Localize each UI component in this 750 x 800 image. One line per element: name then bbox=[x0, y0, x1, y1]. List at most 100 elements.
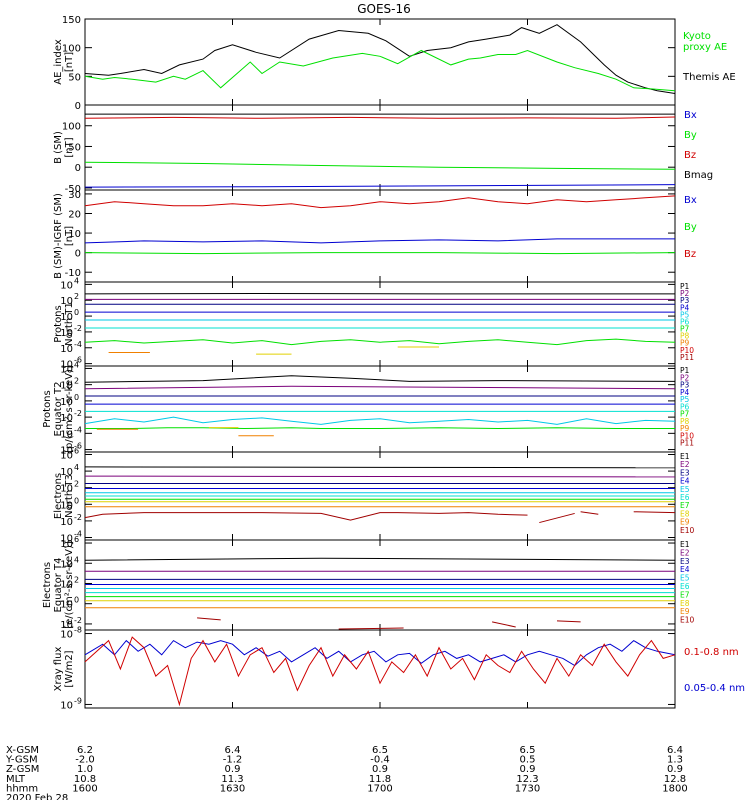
y-tick-label: 10 bbox=[60, 364, 73, 375]
y-axis-label: [nT] bbox=[64, 137, 75, 157]
legend-e6: E6 bbox=[680, 582, 690, 591]
data-segment bbox=[580, 511, 599, 515]
legend-bx: Bx bbox=[684, 110, 697, 121]
panel-bigrf: -10 0 10 20 30 B (SM)-IGRF (SM) [nT] Bx By Bz bbox=[53, 189, 697, 283]
y-tick-label: 10 bbox=[60, 517, 73, 528]
legend-0-05-0-4-nm: 0.05-0.4 nm bbox=[684, 683, 745, 694]
legend-e5: E5 bbox=[680, 574, 690, 583]
y-axis-label: [p/(cm²-s-sr-keV)] bbox=[64, 365, 75, 453]
y-axis-label: North T1 bbox=[64, 302, 75, 346]
footer-label: MLT bbox=[6, 774, 26, 785]
y-tick-label: 10 bbox=[60, 397, 73, 408]
footer-value: 12.8 bbox=[664, 774, 686, 785]
series-0-05-0-4-nm bbox=[84, 639, 676, 667]
y-tick-exponent: 4 bbox=[74, 555, 79, 564]
y-tick-label: 10 bbox=[60, 600, 73, 611]
series-p7 bbox=[84, 338, 676, 346]
series-p6 bbox=[84, 416, 676, 425]
footer-label: X-GSM bbox=[6, 745, 39, 756]
legend-p11: P11 bbox=[680, 353, 694, 362]
y-axis-label: Protons bbox=[42, 390, 53, 427]
legend-proxy-ae: proxy AE bbox=[683, 42, 727, 53]
footer-value: 12.3 bbox=[516, 774, 538, 785]
legend-p2: P2 bbox=[680, 373, 690, 382]
y-tick-label: 10 bbox=[60, 700, 73, 711]
y-tick-exponent: 0 bbox=[74, 393, 79, 402]
data-segment bbox=[491, 621, 516, 628]
y-tick-label: 10 bbox=[60, 280, 73, 291]
footer-label: hhmm bbox=[6, 783, 38, 794]
legend-e10: E10 bbox=[680, 526, 695, 535]
y-tick-label: 10 bbox=[60, 296, 73, 307]
legend-e2: E2 bbox=[680, 548, 690, 557]
y-tick-exponent: 2 bbox=[74, 575, 79, 584]
legend-e5: E5 bbox=[680, 485, 690, 494]
footer-label: Y-GSM bbox=[5, 755, 38, 766]
y-tick-label: 50 bbox=[68, 72, 81, 83]
y-tick-label: 30 bbox=[68, 190, 81, 201]
y-axis-label: [nT] bbox=[64, 52, 75, 72]
y-axis-label: B (SM) bbox=[53, 131, 64, 164]
footer-value: 0.9 bbox=[667, 764, 683, 775]
footer-label: Z-GSM bbox=[6, 764, 39, 775]
y-axis-label: Equator T2 bbox=[53, 382, 64, 437]
footer-value: 6.5 bbox=[520, 745, 536, 756]
series-by bbox=[84, 252, 676, 255]
y-tick-exponent: -8 bbox=[74, 626, 82, 635]
footer-value: 1.0 bbox=[77, 764, 93, 775]
y-axis-label: AE_index bbox=[53, 39, 64, 85]
panel-frame bbox=[84, 281, 676, 367]
footer-value: 0.9 bbox=[520, 764, 536, 775]
legend-p10: P10 bbox=[680, 431, 694, 440]
y-axis-label: Protons bbox=[53, 305, 64, 342]
legend-p3: P3 bbox=[680, 296, 690, 305]
y-tick-label: -10 bbox=[65, 268, 81, 279]
y-tick-exponent: -6 bbox=[74, 442, 82, 451]
series-e1 bbox=[84, 466, 676, 469]
y-tick-exponent: 0 bbox=[74, 596, 79, 605]
footer-value: 6.5 bbox=[372, 745, 388, 756]
footer-value: 6.2 bbox=[77, 745, 93, 756]
y-tick-exponent: -9 bbox=[74, 696, 82, 705]
series-p1 bbox=[84, 375, 676, 383]
legend-p3: P3 bbox=[680, 381, 690, 390]
series-bx bbox=[84, 184, 676, 188]
y-tick-label: 10 bbox=[60, 620, 73, 631]
y-tick-label: 10 bbox=[60, 484, 73, 495]
legend-e1: E1 bbox=[680, 452, 690, 461]
legend-e9: E9 bbox=[680, 607, 690, 616]
y-axis-label: [e/(cm²-s-sr-keV)] bbox=[64, 541, 75, 629]
y-tick-label: 0 bbox=[75, 249, 81, 260]
footer-value: 6.4 bbox=[225, 745, 241, 756]
legend-bx: Bx bbox=[684, 195, 697, 206]
series-p2 bbox=[84, 385, 676, 390]
y-tick-label: 10 bbox=[60, 360, 73, 371]
legend-e8: E8 bbox=[680, 599, 690, 608]
y-tick-label: 0 bbox=[75, 163, 81, 174]
panel-frame bbox=[84, 629, 676, 709]
y-axis-label: Equator T4 bbox=[53, 558, 64, 613]
y-tick-label: 10 bbox=[60, 446, 73, 457]
legend-e1: E1 bbox=[680, 540, 690, 549]
footer-value: 11.3 bbox=[221, 774, 243, 785]
y-tick-label: 100 bbox=[62, 44, 81, 55]
footer-value: -2.0 bbox=[75, 755, 95, 766]
footer-value: 1700 bbox=[367, 783, 392, 794]
y-tick-exponent: 0 bbox=[74, 496, 79, 505]
legend-p7: P7 bbox=[680, 325, 690, 334]
legend-p11: P11 bbox=[680, 439, 694, 448]
y-tick-label: 150 bbox=[62, 15, 81, 26]
legend-p8: P8 bbox=[680, 417, 690, 426]
y-tick-label: 10 bbox=[60, 312, 73, 323]
y-tick-label: 50 bbox=[68, 142, 81, 153]
legend-e3: E3 bbox=[680, 557, 690, 566]
legend-e4: E4 bbox=[680, 477, 690, 486]
legend-by: By bbox=[684, 222, 697, 233]
y-tick-exponent: 6 bbox=[74, 535, 79, 544]
